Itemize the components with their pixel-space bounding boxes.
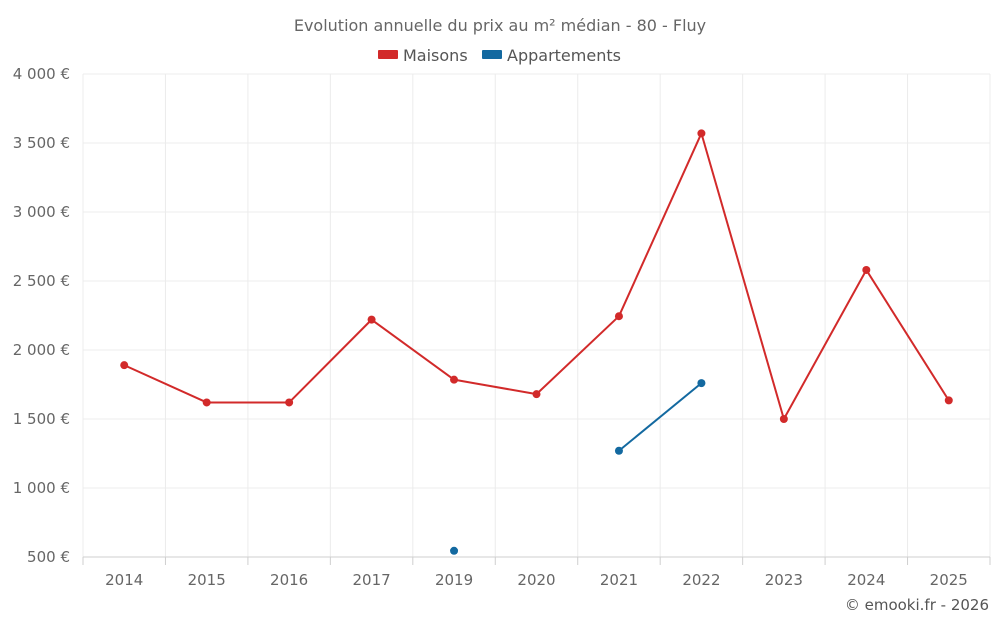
data-point-maisons[interactable] <box>120 361 129 370</box>
x-tick-label: 2025 <box>930 571 968 589</box>
y-axis: 500 € 1 000 € 1 500 € 2 000 € 2 500 € 3 000 €… <box>13 65 70 566</box>
credit: © emooki.fr - 2026 <box>845 596 989 614</box>
x-tick-label: 2014 <box>105 571 143 589</box>
series-layer <box>120 129 953 555</box>
legend: Maisons Appartements <box>378 46 621 65</box>
x-tick-label: 2024 <box>847 571 885 589</box>
data-point-appartements[interactable] <box>614 446 623 455</box>
x-tick-label: 2015 <box>188 571 226 589</box>
x-tick-label: 2020 <box>517 571 555 589</box>
y-tick-label: 1 000 € <box>13 479 70 497</box>
data-point-maisons[interactable] <box>285 398 294 407</box>
data-point-maisons[interactable] <box>697 129 706 138</box>
series-line-appartements <box>618 382 703 452</box>
data-point-maisons[interactable] <box>614 312 623 321</box>
legend-label-appartements: Appartements <box>507 46 621 65</box>
legend-swatch-appartements <box>482 50 502 59</box>
legend-label-maisons: Maisons <box>403 46 468 65</box>
data-point-maisons[interactable] <box>944 396 953 405</box>
legend-swatch-maisons <box>378 50 398 59</box>
chart-title: Evolution annuelle du prix au m² médian … <box>294 16 706 35</box>
data-point-maisons[interactable] <box>779 415 788 423</box>
y-tick-label: 1 500 € <box>13 410 70 428</box>
x-axis: 2014 2015 2016 2017 2019 2020 2021 2022 2023 2024… <box>82 556 991 589</box>
y-tick-label: 2 000 € <box>13 341 70 359</box>
grid <box>82 73 991 558</box>
data-point-maisons[interactable] <box>202 398 211 407</box>
x-tick-label: 2019 <box>435 571 473 589</box>
data-point-maisons[interactable] <box>450 375 459 384</box>
x-tick-label: 2023 <box>765 571 803 589</box>
data-point-maisons[interactable] <box>532 390 541 399</box>
data-point-maisons[interactable] <box>367 315 376 324</box>
y-tick-label: 3 500 € <box>13 134 70 152</box>
data-point-appartements[interactable] <box>697 379 706 388</box>
legend-item-maisons[interactable]: Maisons <box>378 46 468 65</box>
x-tick-label: 2016 <box>270 571 308 589</box>
x-tick-label: 2021 <box>600 571 638 589</box>
x-tick-label: 2022 <box>682 571 720 589</box>
y-tick-label: 3 000 € <box>13 203 70 221</box>
x-tick-label: 2017 <box>352 571 390 589</box>
data-point-maisons[interactable] <box>862 265 871 274</box>
y-tick-label: 500 € <box>27 548 70 566</box>
y-tick-label: 2 500 € <box>13 272 70 290</box>
data-point-appartements[interactable] <box>450 546 459 555</box>
legend-item-appartements[interactable]: Appartements <box>482 46 621 65</box>
y-tick-label: 4 000 € <box>13 65 70 83</box>
